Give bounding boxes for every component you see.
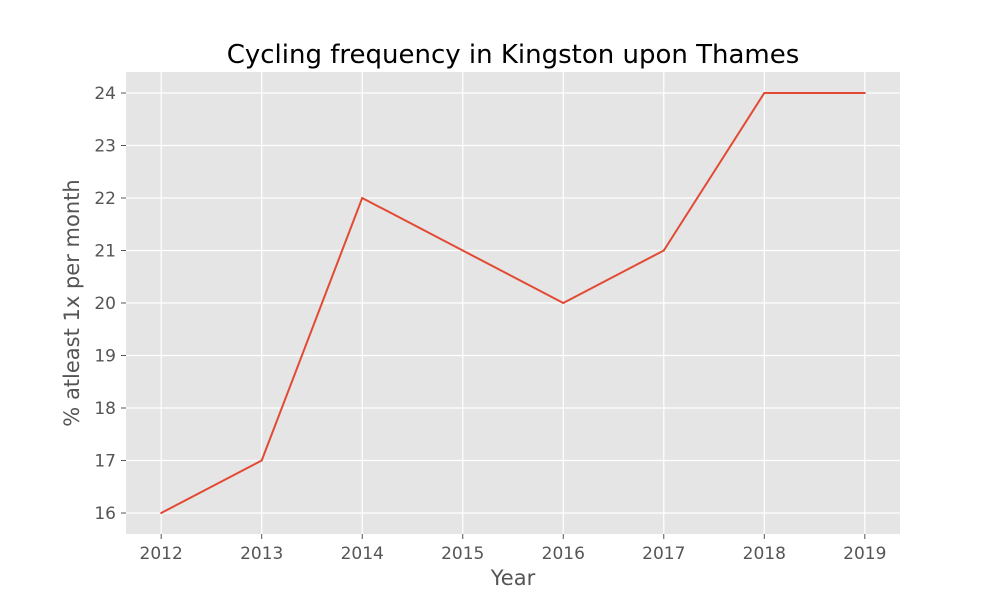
y-tick-label: 17	[94, 452, 116, 472]
data-point	[562, 302, 565, 304]
x-tick-label: 2014	[341, 544, 384, 564]
data-point	[361, 197, 364, 199]
y-axis-label: % atleast 1x per month	[60, 179, 84, 426]
y-tick-label: 16	[94, 504, 116, 524]
data-point	[863, 92, 866, 94]
x-tick-label: 2015	[441, 544, 484, 564]
data-point	[763, 92, 766, 94]
y-tick-label: 24	[94, 84, 116, 104]
y-tick-label: 20	[94, 294, 116, 314]
x-tick-label: 2017	[642, 544, 685, 564]
x-tick-label: 2018	[743, 544, 786, 564]
data-point	[260, 459, 263, 462]
chart-title: Cycling frequency in Kingston upon Thame…	[227, 40, 800, 70]
x-tick-label: 2013	[240, 544, 283, 564]
y-tick-label: 19	[94, 347, 116, 367]
series-line	[160, 92, 865, 514]
x-tick-label: 2012	[140, 544, 183, 564]
y-axis-ticks: 16 17 18 19 20 21 22 23 24	[94, 84, 126, 524]
data-point	[662, 249, 665, 252]
x-tick-label: 2016	[542, 544, 585, 564]
data-point	[160, 512, 163, 514]
x-axis-ticks: 2012 2013 2014 2015 2016 2017 2018 2019	[140, 534, 886, 564]
series-layer	[160, 92, 866, 514]
data-point	[461, 249, 464, 252]
y-tick-label: 18	[94, 399, 116, 419]
y-tick-label: 23	[94, 137, 116, 157]
x-axis-label: Year	[490, 566, 536, 590]
y-tick-label: 21	[94, 242, 116, 262]
grid	[126, 72, 900, 534]
x-tick-label: 2019	[843, 544, 886, 564]
y-tick-label: 22	[94, 189, 116, 209]
